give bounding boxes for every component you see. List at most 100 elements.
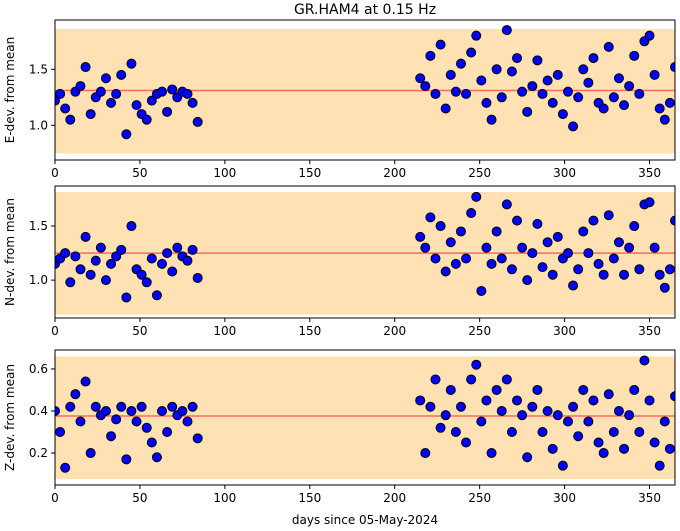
point bbox=[425, 212, 436, 223]
point bbox=[141, 422, 152, 433]
point bbox=[613, 73, 624, 84]
point bbox=[445, 384, 456, 395]
point bbox=[435, 221, 446, 232]
point bbox=[55, 427, 66, 438]
point bbox=[187, 401, 198, 412]
point bbox=[80, 62, 91, 73]
point bbox=[126, 58, 137, 69]
point bbox=[182, 416, 193, 427]
x-tick-label: 0 bbox=[51, 324, 59, 338]
point bbox=[192, 116, 203, 127]
figure-title: GR.HAM4 at 0.15 Hz bbox=[294, 2, 436, 18]
point bbox=[70, 389, 81, 400]
point bbox=[598, 448, 609, 459]
point bbox=[435, 39, 446, 50]
point bbox=[420, 448, 431, 459]
x-tick-label: 150 bbox=[298, 491, 321, 505]
point bbox=[111, 414, 122, 425]
plot-area bbox=[55, 355, 675, 480]
point bbox=[471, 191, 482, 202]
point bbox=[430, 374, 441, 385]
point bbox=[496, 92, 507, 103]
x-tick-label: 300 bbox=[553, 324, 576, 338]
x-tick-label: 250 bbox=[468, 491, 491, 505]
point bbox=[146, 95, 157, 106]
point bbox=[162, 427, 173, 438]
point bbox=[573, 92, 584, 103]
point bbox=[85, 109, 96, 120]
point bbox=[619, 443, 630, 454]
point bbox=[116, 401, 127, 412]
y-axis-label: E-dev. from mean bbox=[3, 37, 17, 143]
point bbox=[486, 114, 497, 125]
point bbox=[624, 242, 635, 253]
point bbox=[537, 88, 548, 99]
point bbox=[583, 248, 594, 259]
plot-area bbox=[55, 191, 675, 315]
x-axis-label: days since 05-May-2024 bbox=[292, 513, 438, 527]
point bbox=[471, 359, 482, 370]
point bbox=[501, 199, 512, 210]
point bbox=[608, 427, 619, 438]
point bbox=[146, 253, 157, 264]
point bbox=[496, 253, 507, 264]
x-tick-label: 350 bbox=[638, 491, 661, 505]
point bbox=[141, 277, 152, 288]
point bbox=[573, 431, 584, 442]
point bbox=[613, 405, 624, 416]
point bbox=[187, 244, 198, 255]
point bbox=[537, 427, 548, 438]
point bbox=[461, 437, 472, 448]
axes-frame bbox=[54, 185, 676, 319]
point bbox=[568, 280, 579, 291]
point bbox=[75, 264, 86, 275]
point bbox=[55, 88, 66, 99]
point bbox=[481, 242, 492, 253]
point bbox=[603, 389, 614, 400]
point bbox=[177, 405, 188, 416]
point bbox=[90, 255, 101, 266]
point bbox=[471, 30, 482, 41]
point bbox=[461, 253, 472, 264]
point bbox=[583, 77, 594, 88]
point bbox=[121, 454, 132, 465]
point bbox=[547, 269, 558, 280]
point bbox=[167, 84, 178, 95]
point bbox=[126, 221, 137, 232]
x-tick-label: 150 bbox=[298, 324, 321, 338]
point bbox=[126, 405, 137, 416]
point bbox=[182, 88, 193, 99]
point bbox=[522, 106, 533, 117]
point bbox=[65, 277, 76, 288]
point bbox=[455, 226, 466, 237]
point bbox=[542, 75, 553, 86]
point bbox=[634, 264, 645, 275]
point bbox=[547, 97, 558, 108]
point bbox=[70, 251, 81, 262]
point bbox=[121, 292, 132, 303]
point bbox=[80, 231, 91, 242]
point bbox=[522, 452, 533, 463]
point bbox=[649, 242, 660, 253]
point bbox=[111, 251, 122, 262]
point bbox=[527, 81, 538, 92]
point bbox=[100, 275, 111, 286]
point bbox=[95, 86, 106, 97]
point bbox=[157, 258, 168, 269]
plot-area bbox=[55, 25, 675, 154]
point bbox=[415, 395, 426, 406]
y-axis-label: N-dev. from mean bbox=[3, 198, 17, 306]
point bbox=[486, 448, 497, 459]
point bbox=[670, 391, 675, 402]
point bbox=[527, 248, 538, 259]
point bbox=[506, 427, 517, 438]
point bbox=[455, 401, 466, 412]
point bbox=[440, 266, 451, 277]
point bbox=[634, 88, 645, 99]
point bbox=[100, 73, 111, 84]
point bbox=[629, 384, 640, 395]
point bbox=[445, 69, 456, 80]
y-tick-label: 1.0 bbox=[29, 118, 48, 132]
point bbox=[608, 253, 619, 264]
point bbox=[542, 405, 553, 416]
